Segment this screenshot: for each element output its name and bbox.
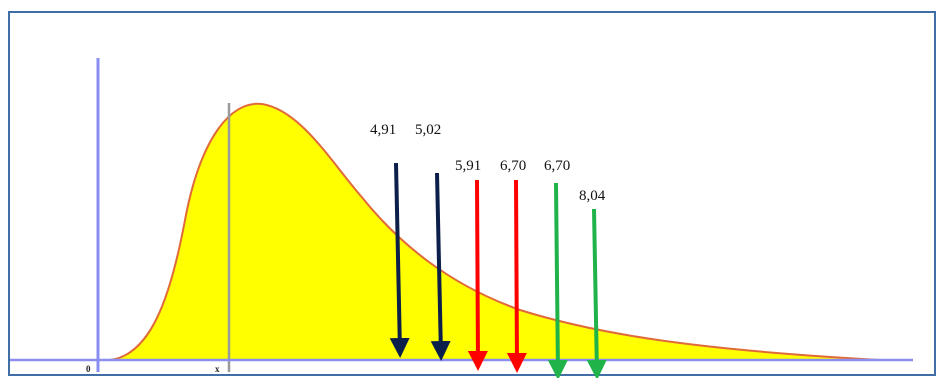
arrow-label-3: 5,91 [455,158,481,174]
density-curve-area [109,102,881,361]
arrow-label-6: 8,04 [579,188,606,204]
arrow-4 [506,179,527,373]
arrow-label-2: 5,02 [415,122,441,138]
arrow-3 [467,179,488,371]
arrow-6 [586,208,607,378]
arrow-label-4: 6,70 [500,158,526,174]
value-arrows: 4,91 5,02 5,91 6,70 6,70 8,04 [370,122,607,378]
arrow-5 [547,182,568,378]
axis-label-mean: x [215,364,220,374]
arrow-label-1: 4,91 [370,122,396,138]
arrow-2 [430,172,451,361]
arrow-1 [389,162,410,358]
arrow-label-5: 6,70 [544,158,570,174]
axis-label-origin: 0 [86,364,91,374]
